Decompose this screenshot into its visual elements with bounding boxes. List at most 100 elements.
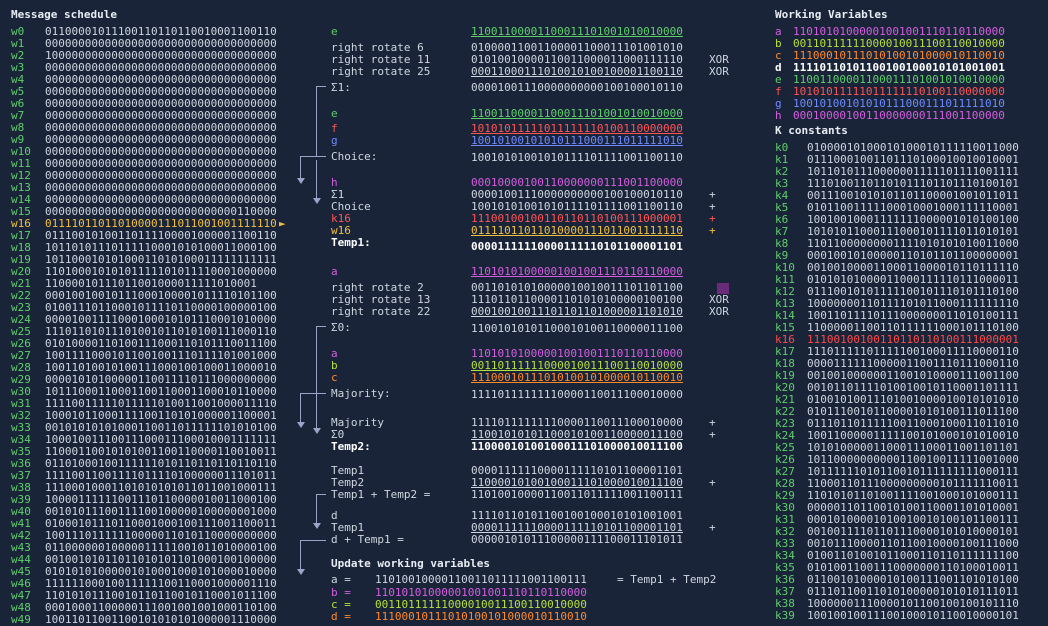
flow-line-6-top bbox=[316, 494, 326, 495]
k-row-label: k11 bbox=[775, 273, 795, 286]
working-var-label: h bbox=[775, 109, 782, 122]
flow-arrow-5-icon bbox=[313, 523, 321, 529]
schedule-row-label: w41 bbox=[11, 517, 31, 530]
flow-line-4 bbox=[316, 326, 317, 428]
schedule-row-label: w26 bbox=[11, 337, 31, 350]
e2-label: e bbox=[331, 107, 338, 120]
flow-line-6 bbox=[316, 494, 317, 524]
k-row-label: k22 bbox=[775, 405, 795, 418]
k-row-label: k27 bbox=[775, 465, 795, 478]
w16-label: w16 bbox=[331, 224, 351, 237]
k-row-label: k39 bbox=[775, 609, 795, 622]
schedule-row-bits: 01010101000001010001000101000010000 bbox=[45, 565, 277, 578]
k-row-bits: 10010010011100100010110010000101 bbox=[807, 609, 1019, 622]
upd-c-bits: 00110111111000010011100110010000 bbox=[375, 598, 587, 611]
rotate13-bits: 11101101100001101010100000100100 bbox=[471, 293, 683, 306]
f-bits: 10101011111011111110100110000000 bbox=[471, 122, 683, 135]
rotate6-bits: 01000011001100001100011101001010 bbox=[471, 42, 683, 54]
a2-bits: 11010101000001001001110110110000 bbox=[471, 347, 683, 360]
schedule-row-label: w8 bbox=[11, 121, 25, 134]
majority-bits: 11110111111110000110011100010000 bbox=[471, 388, 683, 401]
k-row-bits: 00100100001100011000010110111110 bbox=[807, 261, 1019, 274]
schedule-row-label: w4 bbox=[11, 73, 25, 86]
schedule-row-label: w40 bbox=[11, 505, 31, 518]
plus-7: + bbox=[709, 476, 716, 489]
flow-line-3 bbox=[316, 160, 317, 200]
rotate22-label: right rotate 22 bbox=[331, 305, 431, 318]
upd-b-bits: 11010101000001001001110110110000 bbox=[375, 586, 587, 599]
schedule-row-bits: 10000000000000000000000000000000000 bbox=[45, 49, 277, 62]
schedule-row-label: w27 bbox=[11, 349, 31, 362]
k-row-label: k38 bbox=[775, 597, 795, 610]
flow-line-7-top bbox=[300, 540, 326, 541]
sigma1b-label: Σ1 bbox=[331, 188, 345, 201]
schedule-row-label: w49 bbox=[11, 613, 31, 626]
k-row-bits: 11011000000001111010101010011000 bbox=[807, 237, 1019, 250]
k-row-label: k35 bbox=[775, 561, 795, 574]
schedule-row-label: w14 bbox=[11, 193, 31, 206]
schedule-row-label: w34 bbox=[11, 433, 31, 446]
schedule-row-bits: 10110101110111110001010100011000100 bbox=[45, 241, 277, 254]
k-row-label: k26 bbox=[775, 453, 795, 466]
schedule-row-bits: 10001001110011100011100010001111111 bbox=[45, 433, 277, 446]
schedule-row-bits: 00000000000000000000000000000000000 bbox=[45, 121, 277, 134]
k-row-bits: 10010010001111111000001010100100 bbox=[807, 213, 1019, 226]
current-row-marker-icon: ► bbox=[279, 217, 286, 230]
k-row-bits: 10011000001111100101000101010010 bbox=[807, 429, 1019, 442]
working-var-label: e bbox=[775, 73, 782, 86]
plus-1: + bbox=[709, 188, 716, 201]
choice-label: Choice: bbox=[331, 150, 378, 163]
schedule-row-bits: 11010001010101111101011110001000000 bbox=[45, 265, 277, 278]
k-row-label: k37 bbox=[775, 585, 795, 598]
schedule-row-bits: 00000000000000000000000000000000000 bbox=[45, 97, 277, 110]
schedule-row-bits: 11000010111011001000011111010001 bbox=[45, 277, 257, 290]
schedule-row-label: w18 bbox=[11, 241, 31, 254]
schedule-row-label: w9 bbox=[11, 133, 25, 146]
flow-line-2-top bbox=[300, 156, 326, 157]
schedule-row-bits: 00000000000000000000000000000000000 bbox=[45, 73, 277, 86]
k-row-label: k28 bbox=[775, 477, 795, 490]
b-label: b bbox=[331, 359, 338, 372]
flow-line-1-top bbox=[316, 86, 326, 87]
schedule-row-bits: 10001011000111100110101000001100001 bbox=[45, 409, 277, 422]
k-row-label: k32 bbox=[775, 525, 795, 538]
schedule-row-bits: 00000000000000000000000000000000000 bbox=[45, 157, 277, 170]
k-row-label: k7 bbox=[775, 225, 789, 238]
schedule-row-bits: 10000111111001110110000010011000100 bbox=[45, 493, 277, 506]
k-row-label: k30 bbox=[775, 501, 795, 514]
k-row-bits: 10110101110000001111101111001111 bbox=[807, 165, 1019, 178]
k-row-bits: 01011001111100010001000111110001 bbox=[807, 201, 1019, 214]
xor-3: XOR bbox=[709, 293, 729, 306]
temp2-bits: 11000010100100011101000010011100 bbox=[471, 440, 683, 453]
flow-line-2 bbox=[300, 156, 301, 180]
schedule-row-label: w13 bbox=[11, 181, 31, 194]
flow-line-1 bbox=[316, 86, 317, 156]
k-row-bits: 10101000001100011100011001101101 bbox=[807, 441, 1019, 454]
schedule-row-bits: 00000000000000000000000000000000000 bbox=[45, 169, 277, 182]
k-row-label: k12 bbox=[775, 285, 795, 298]
working-variables-title: Working Variables bbox=[775, 8, 888, 21]
upd-d-bits: 11100010111010100101000010110010 bbox=[375, 610, 587, 623]
schedule-row-bits: 11100010001101010101011011001000111 bbox=[45, 481, 277, 494]
upd-a-label: a = bbox=[331, 573, 351, 586]
k-row-label: k2 bbox=[775, 165, 789, 178]
schedule-row-bits: 00001001111000100010101110001010000 bbox=[45, 313, 277, 326]
k-row-bits: 00010100001010010010100101100111 bbox=[807, 513, 1019, 526]
k-row-label: k3 bbox=[775, 177, 789, 190]
plus-4: + bbox=[709, 224, 716, 237]
k-row-label: k24 bbox=[775, 429, 795, 442]
schedule-row-label: w10 bbox=[11, 145, 31, 158]
schedule-row-label: w11 bbox=[11, 157, 31, 170]
e2-bits: 11001100001100011101001010010000 bbox=[471, 107, 683, 120]
flow-line-4-top bbox=[316, 326, 326, 327]
schedule-row-bits: 10011101111110000011010110000000000 bbox=[45, 529, 277, 542]
k-row-bits: 00001111110000011001110111000110 bbox=[807, 357, 1019, 370]
k-row-bits: 10111111010110010111111111000111 bbox=[807, 465, 1019, 478]
k-row-bits: 11101111101111100100011110000110 bbox=[807, 345, 1019, 358]
k-row-bits: 11000001100110111111000101110100 bbox=[807, 321, 1019, 334]
k-constants-title: K constants bbox=[775, 124, 848, 137]
schedule-row-label: w31 bbox=[11, 397, 31, 410]
xor-2: XOR bbox=[709, 65, 729, 78]
t1t2-bits: 11010010000110011011111001100111 bbox=[471, 488, 683, 501]
k-row-bits: 00000110110010100110001101010001 bbox=[807, 501, 1019, 514]
